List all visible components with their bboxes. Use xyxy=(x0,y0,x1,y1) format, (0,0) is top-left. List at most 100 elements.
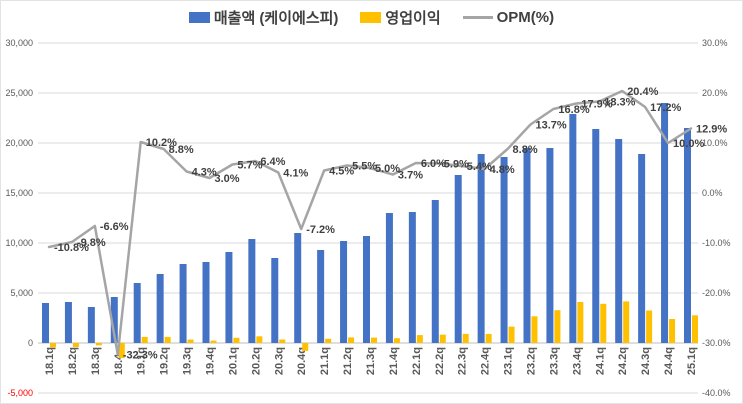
opm-data-label: -7.2% xyxy=(306,224,335,236)
operating-profit-swatch-icon xyxy=(360,12,382,23)
operating-profit-bar xyxy=(72,343,79,347)
operating-profit-bar xyxy=(141,336,148,343)
legend-item-opm: OPM(%) xyxy=(462,9,555,26)
chart-legend: 매출액 (케이에스피) 영업이익 OPM(%) xyxy=(1,7,742,28)
x-axis-label: 19.2q xyxy=(159,347,171,375)
operating-profit-bar xyxy=(370,337,377,343)
revenue-bar xyxy=(110,297,118,343)
x-axis-label: 22.1q xyxy=(411,347,423,375)
revenue-bar xyxy=(523,148,531,343)
opm-data-label: 5.5% xyxy=(352,161,377,173)
operating-profit-bar xyxy=(348,337,355,343)
opm-data-label: 18.3% xyxy=(604,97,635,109)
left-axis-tick-label: 10,000 xyxy=(5,238,33,248)
opm-data-label: 8.8% xyxy=(513,144,538,156)
operating-profit-bar xyxy=(187,339,194,343)
legend-label-opm: OPM(%) xyxy=(496,9,555,26)
opm-data-label: 5.7% xyxy=(237,160,262,172)
opm-data-label: 10.0% xyxy=(673,138,704,150)
opm-data-label: -32.3% xyxy=(123,350,158,362)
x-axis-label: 20.2q xyxy=(250,347,262,375)
operating-profit-bar xyxy=(164,336,171,343)
opm-data-label: 5.4% xyxy=(467,161,492,173)
operating-profit-bar xyxy=(508,326,515,343)
operating-profit-bar xyxy=(393,338,400,343)
opm-data-label: 3.0% xyxy=(214,173,239,185)
x-axis-label: 20.3q xyxy=(273,347,285,375)
opm-data-label: 6.0% xyxy=(421,158,446,170)
operating-profit-bar xyxy=(233,337,240,343)
revenue-bar xyxy=(271,258,279,343)
operating-profit-bar xyxy=(50,343,56,348)
right-axis-tick-label: 10.0% xyxy=(702,138,728,148)
operating-profit-bar xyxy=(95,343,102,346)
revenue-bar xyxy=(202,262,210,343)
opm-data-label: 4.1% xyxy=(283,168,308,180)
opm-data-label: 12.9% xyxy=(696,124,727,136)
x-axis-label: 21.2q xyxy=(342,347,354,375)
revenue-bar xyxy=(87,307,95,343)
revenue-bar xyxy=(179,264,187,343)
left-axis-tick-label: 20,000 xyxy=(5,138,33,148)
left-axis-tick-label: -5,000 xyxy=(7,388,33,398)
opm-data-label: 17.2% xyxy=(650,102,681,114)
opm-data-label: 6.4% xyxy=(260,156,285,168)
revenue-bar xyxy=(454,175,462,343)
x-axis-label: 18.2q xyxy=(67,347,79,375)
revenue-bar xyxy=(477,154,485,343)
x-axis-label: 19.4q xyxy=(204,347,216,375)
operating-profit-bar xyxy=(210,340,217,343)
revenue-bar xyxy=(156,274,164,343)
opm-data-label: 20.4% xyxy=(627,86,658,98)
revenue-bar xyxy=(225,252,233,343)
opm-line xyxy=(47,89,693,356)
operating-profit-bar xyxy=(325,338,332,343)
opm-data-label: 4.3% xyxy=(192,167,217,179)
operating-profit-bar xyxy=(256,336,263,343)
operating-profit-bar xyxy=(302,343,309,351)
operating-profit-bar xyxy=(669,319,676,343)
opm-data-label: 5.9% xyxy=(444,159,469,171)
operating-profit-bar xyxy=(279,339,286,343)
operating-profit-bar xyxy=(439,334,446,343)
revenue-bar xyxy=(42,303,49,343)
operating-profit-bar xyxy=(691,315,698,343)
x-axis-label: 24.2q xyxy=(617,347,629,375)
x-axis-label: 23.1q xyxy=(503,347,515,375)
x-axis-label: 20.1q xyxy=(227,347,239,375)
opm-data-label: 16.8% xyxy=(558,104,589,116)
opm-data-label: 4.5% xyxy=(329,166,354,178)
revenue-bar xyxy=(500,157,508,343)
left-axis-tick-label: 30,000 xyxy=(5,38,33,48)
revenue-bar xyxy=(294,233,302,343)
legend-label-revenue: 매출액 (케이에스피) xyxy=(213,10,339,27)
x-axis-label: 19.1q xyxy=(136,347,148,375)
opm-data-label: 4.8% xyxy=(490,164,515,176)
revenue-bar xyxy=(248,239,256,343)
opm-data-label: 8.8% xyxy=(169,144,194,156)
opm-data-label: -9.8% xyxy=(77,237,106,249)
x-axis-label: 24.3q xyxy=(640,347,652,375)
revenue-bar xyxy=(592,129,600,343)
left-axis-tick-label: 25,000 xyxy=(5,88,33,98)
x-axis-label: 22.3q xyxy=(457,347,469,375)
revenue-bar xyxy=(64,302,72,343)
operating-profit-bar xyxy=(646,310,653,343)
left-axis-tick-label: 15,000 xyxy=(5,188,33,198)
revenue-bar xyxy=(340,241,348,343)
opm-data-label: 5.0% xyxy=(375,163,400,175)
operating-profit-bar xyxy=(118,343,125,358)
x-axis-label: 23.4q xyxy=(571,347,583,375)
opm-line-swatch-icon xyxy=(462,16,493,19)
opm-data-label: -6.6% xyxy=(100,221,129,233)
operating-profit-bar xyxy=(554,310,561,343)
revenue-bar xyxy=(638,154,646,343)
revenue-bar xyxy=(615,139,623,343)
x-axis-label: 19.3q xyxy=(182,347,194,375)
operating-profit-bar xyxy=(600,303,607,343)
x-axis-label: 23.3q xyxy=(548,347,560,375)
left-axis-tick-label: 5,000 xyxy=(10,288,33,298)
revenue-bar xyxy=(362,236,370,343)
